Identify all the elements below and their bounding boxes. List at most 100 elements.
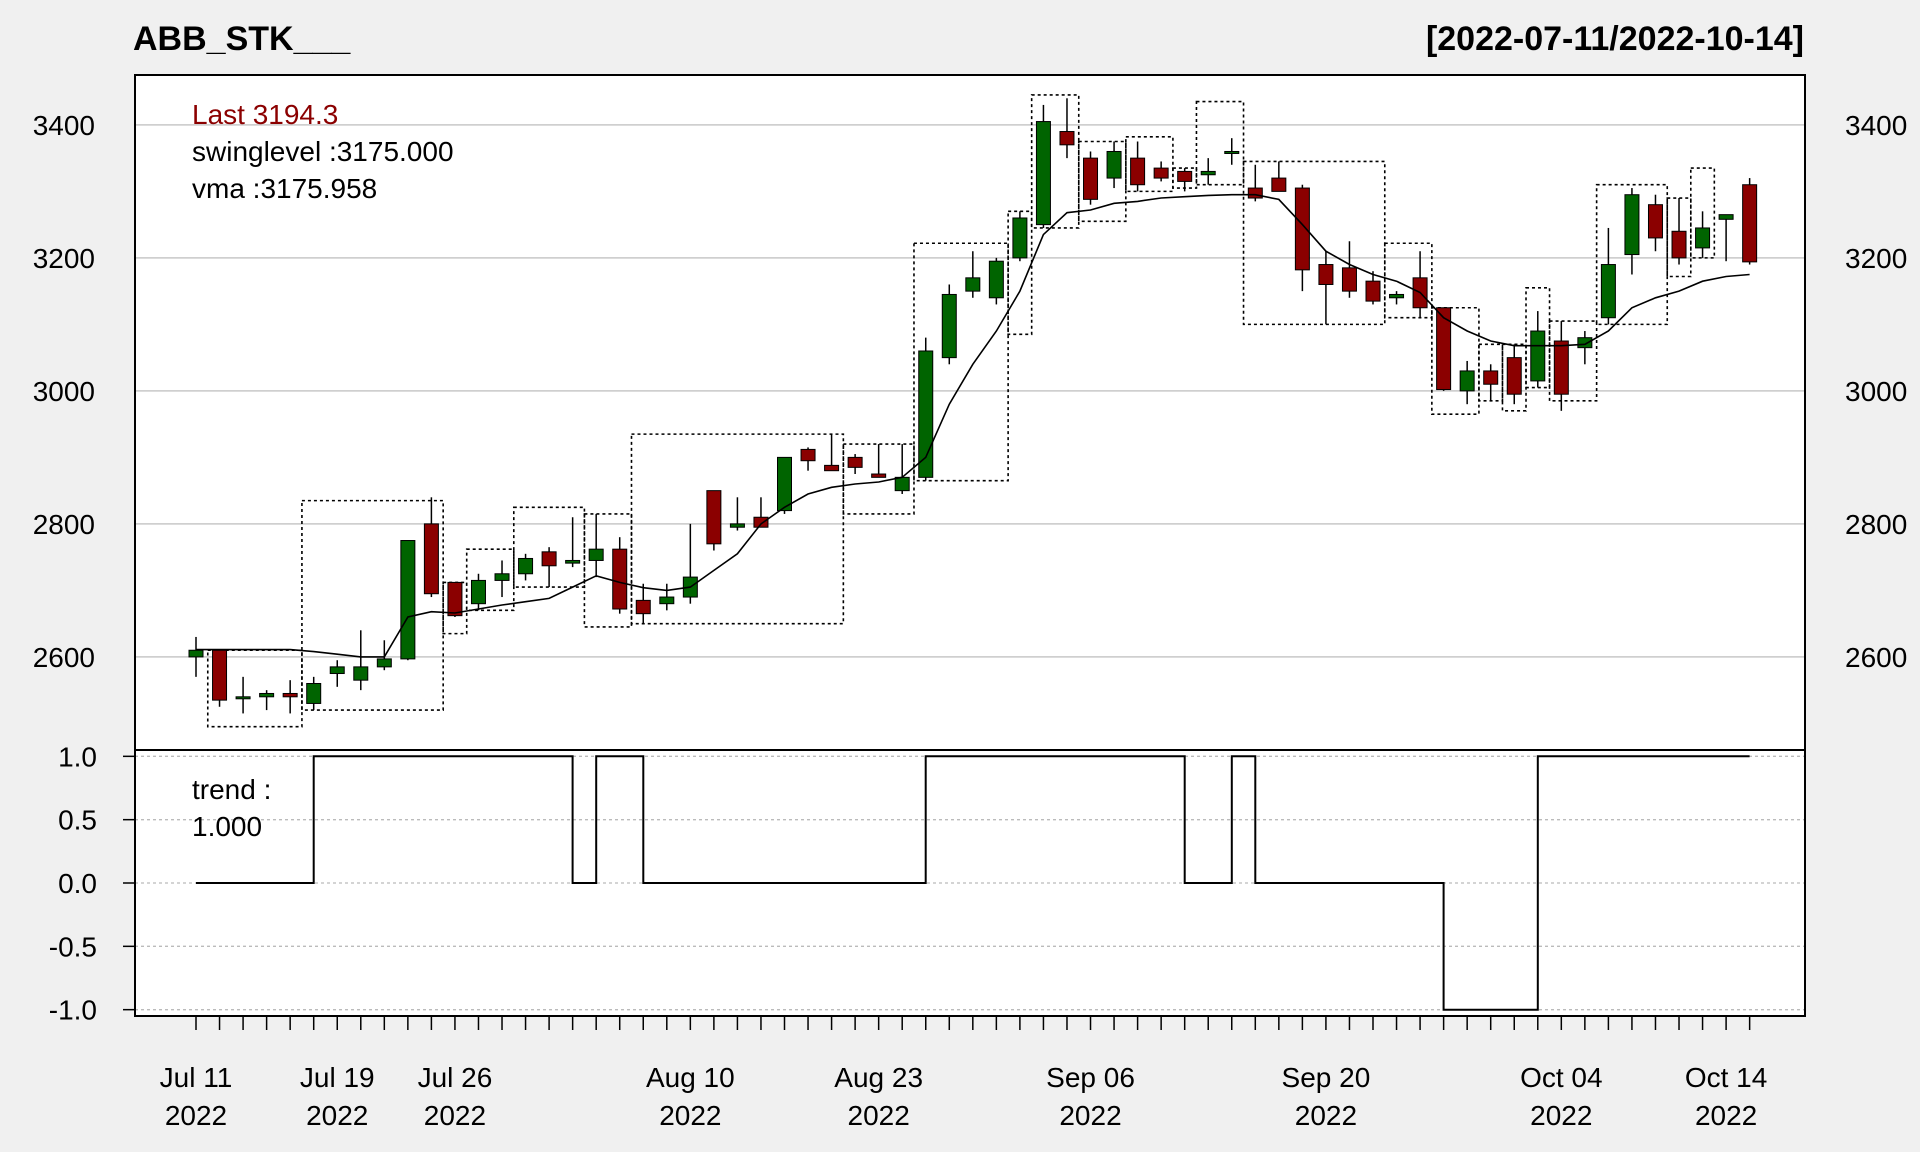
candle-body — [824, 464, 840, 472]
x-tick-label-year: 2022 — [1530, 1100, 1592, 1131]
x-tick-label-year: 2022 — [424, 1100, 486, 1131]
candle-body — [1553, 340, 1569, 395]
swing-boxes — [206, 94, 1716, 728]
x-tick-label-year: 2022 — [848, 1100, 910, 1131]
candle-body — [1341, 267, 1357, 292]
candle-body — [541, 551, 557, 567]
candle-body — [1177, 170, 1193, 182]
chart-title: ABB_STK___ — [133, 20, 351, 58]
candle-body — [777, 456, 792, 512]
candle-body — [800, 448, 816, 462]
candle-body — [1459, 370, 1475, 392]
price-tick-label: 2800 — [33, 509, 95, 540]
candle-body — [1530, 330, 1546, 382]
candle-body — [1742, 184, 1758, 263]
candle-body — [635, 599, 651, 615]
swing-box — [842, 443, 915, 515]
candle-body — [353, 666, 369, 681]
legend-last: Last 3194.3 — [192, 99, 338, 130]
candle-body — [1600, 264, 1616, 319]
swing-box — [206, 649, 303, 728]
candle-body — [1318, 264, 1334, 285]
trend-panel-frame — [134, 749, 1806, 1017]
candle-body — [1012, 217, 1028, 259]
trend-tick-label: -0.5 — [49, 931, 97, 962]
candle-body — [1153, 167, 1169, 179]
x-tick-label-year: 2022 — [1295, 1100, 1357, 1131]
trend-tick-label: 0.5 — [58, 805, 97, 836]
swing-box — [512, 506, 586, 588]
candle-body — [941, 293, 957, 359]
candle-body — [729, 523, 745, 528]
candle-body — [588, 548, 604, 561]
candle-body — [470, 579, 486, 605]
x-tick-label-date: Sep 06 — [1046, 1062, 1135, 1093]
x-tick-label-year: 2022 — [165, 1100, 227, 1131]
candle-body — [518, 557, 534, 575]
candle-body — [753, 516, 769, 528]
swing-box — [1125, 136, 1174, 193]
swing-box — [1007, 210, 1033, 336]
trend-tick-label: 1.0 — [58, 741, 97, 772]
x-tick-label-date: Oct 04 — [1520, 1062, 1602, 1093]
candle-body — [706, 490, 722, 545]
candle-body — [494, 573, 510, 581]
candle-body — [1200, 170, 1216, 176]
x-tick-label-year: 2022 — [1059, 1100, 1121, 1131]
vma-line — [196, 193, 1750, 658]
price-axis-right: 2600 2800 3000 3200 3400 — [1845, 110, 1907, 673]
x-tick-label-year: 2022 — [1695, 1100, 1757, 1131]
legend-trend-value: 1.000 — [192, 811, 262, 842]
x-tick-label-date: Jul 26 — [418, 1062, 493, 1093]
price-axis-left: 2600 2800 3000 3200 3400 — [33, 110, 95, 673]
candle-body — [1671, 230, 1687, 259]
candle-body — [918, 350, 934, 478]
candle-body — [659, 596, 675, 605]
price-tick-label: 2600 — [33, 642, 95, 673]
trend-axis: 1.0 0.5 0.0 -0.5 -1.0 — [49, 741, 135, 1026]
legend-trend-label: trend : — [192, 774, 271, 805]
candle-body — [400, 540, 416, 660]
x-tick-label-date: Sep 20 — [1282, 1062, 1371, 1093]
price-tick-label: 3200 — [33, 243, 95, 274]
swing-box — [1548, 320, 1598, 402]
swing-box — [1689, 167, 1716, 259]
candle-body — [259, 692, 275, 698]
candle-body — [1106, 150, 1122, 179]
x-axis: Jul 11 2022 Jul 19 2022 Jul 26 2022 Aug 10 2022… — [160, 1016, 1767, 1131]
candle-body — [1389, 293, 1405, 299]
swing-box — [301, 499, 444, 711]
swing-box — [1195, 100, 1245, 186]
candle-body — [306, 682, 322, 704]
candles — [188, 98, 1758, 714]
candle-body — [1224, 150, 1240, 154]
price-panel-background — [135, 75, 1805, 750]
candle-body — [612, 548, 628, 610]
candle-body — [894, 476, 910, 492]
candle-body — [1624, 194, 1640, 256]
candle-body — [965, 277, 981, 292]
x-tick-label-year: 2022 — [306, 1100, 368, 1131]
candle-body — [423, 523, 439, 595]
candle-body — [1130, 157, 1146, 186]
swing-box — [1595, 183, 1669, 326]
candle-body — [1506, 357, 1522, 395]
candle-body — [212, 649, 228, 701]
candle-body — [1483, 370, 1499, 385]
candle-body — [282, 692, 298, 698]
candle-body — [1247, 187, 1263, 199]
x-tick-label-date: Aug 10 — [646, 1062, 735, 1093]
price-tick-label: 3400 — [1845, 110, 1907, 141]
candle-body — [1718, 214, 1734, 220]
trend-line — [196, 755, 1750, 1011]
candle-body — [871, 473, 887, 478]
x-tick-label-date: Aug 23 — [834, 1062, 923, 1093]
candle-body — [1035, 121, 1051, 226]
swing-box — [1431, 306, 1480, 415]
candle-body — [1647, 204, 1663, 239]
price-tick-label: 2800 — [1845, 509, 1907, 540]
price-tick-label: 3000 — [33, 376, 95, 407]
price-tick-label: 3200 — [1845, 243, 1907, 274]
candle-body — [188, 649, 204, 658]
